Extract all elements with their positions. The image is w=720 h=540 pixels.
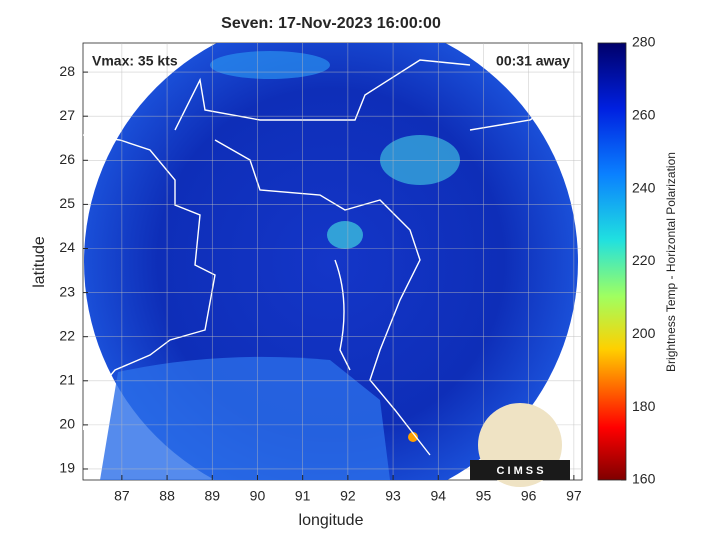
- y-tick-label: 22: [59, 327, 75, 343]
- colorbar-tick-label: 200: [632, 325, 656, 341]
- colorbar-tick-label: 160: [632, 471, 656, 487]
- x-axis-label: longitude: [299, 512, 364, 529]
- x-tick-label: 90: [250, 488, 266, 504]
- x-tick-label: 93: [385, 488, 401, 504]
- x-tick-label: 88: [159, 488, 175, 504]
- x-tick-label: 97: [566, 488, 582, 504]
- x-tick-label: 89: [204, 488, 220, 504]
- annotation: 00:31 away: [496, 53, 570, 69]
- colorbar-tick-label: 280: [632, 34, 656, 50]
- chart-title: Seven: 17-Nov-2023 16:00:00: [221, 15, 441, 32]
- y-tick-label: 26: [59, 151, 75, 167]
- y-tick-label: 25: [59, 195, 75, 211]
- x-tick-label: 92: [340, 488, 356, 504]
- x-tick-label: 95: [476, 488, 492, 504]
- x-tick-label: 87: [114, 488, 130, 504]
- logo-text: C I M S S: [496, 465, 543, 477]
- y-axis-label: latitude: [31, 236, 48, 288]
- colorbar: [597, 42, 627, 481]
- colorbar-tick-label: 260: [632, 107, 656, 123]
- y-tick-label: 28: [59, 63, 75, 79]
- y-tick-label: 19: [59, 460, 75, 476]
- y-tick-label: 23: [59, 283, 75, 299]
- logo: C I M S S: [470, 403, 570, 487]
- colorbar-tick-label: 240: [632, 179, 656, 195]
- annotation: Vmax: 35 kts: [92, 53, 178, 69]
- colorbar-tick-label: 180: [632, 398, 656, 414]
- x-tick-label: 96: [521, 488, 537, 504]
- y-tick-label: 20: [59, 416, 75, 432]
- colorbar-tick-label: 220: [632, 252, 656, 268]
- y-tick-label: 21: [59, 371, 75, 387]
- y-tick-label: 24: [59, 239, 75, 255]
- y-tick-label: 27: [59, 107, 75, 123]
- colorbar-label: Brightness Temp - Horizontal Polarizatio…: [664, 152, 678, 372]
- x-tick-label: 91: [295, 488, 311, 504]
- x-tick-label: 94: [430, 488, 446, 504]
